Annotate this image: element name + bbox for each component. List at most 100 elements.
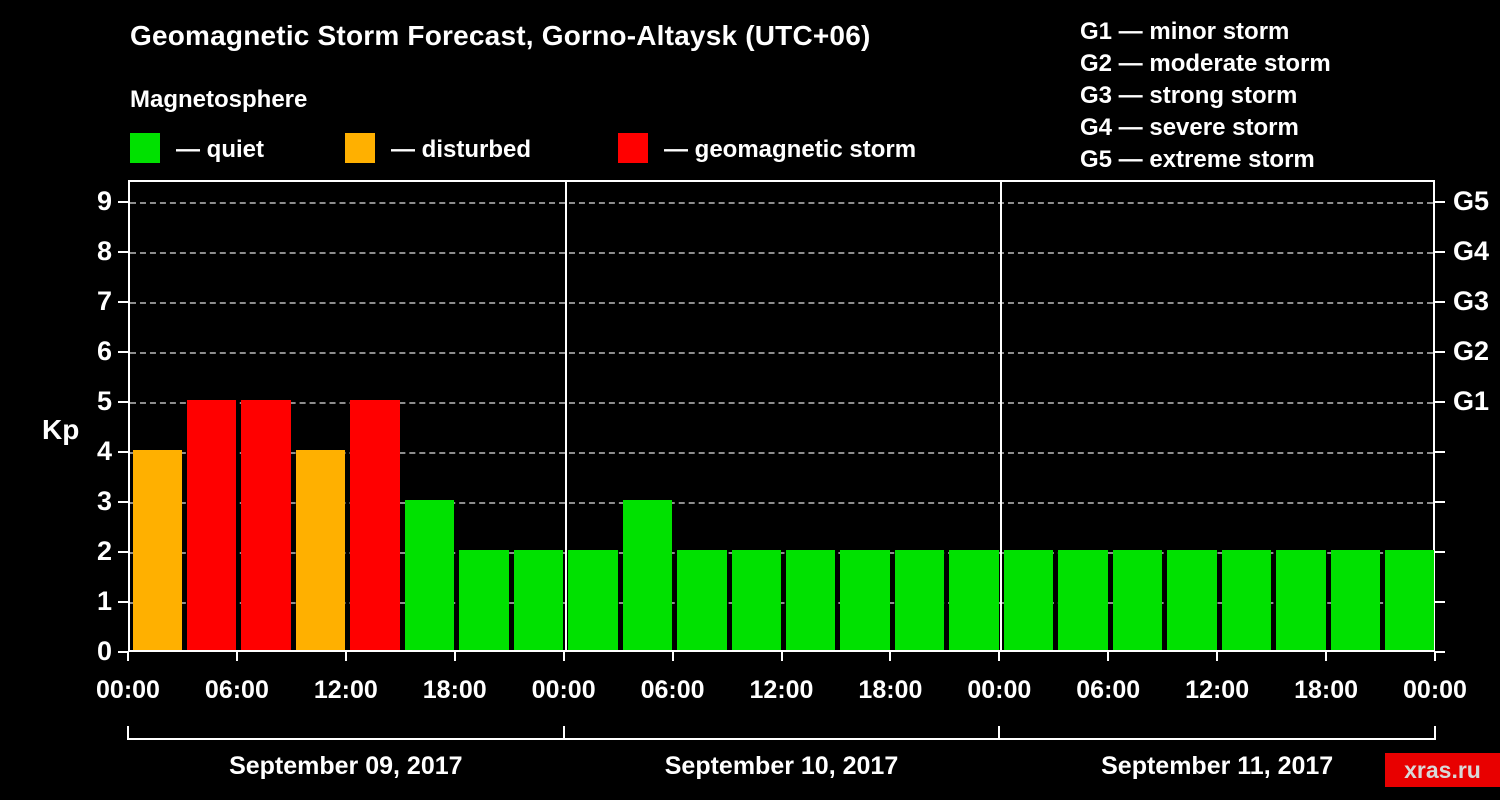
storm-swatch <box>618 133 648 163</box>
x-axis-label: 18:00 <box>422 676 487 704</box>
y-axis-label: 6 <box>96 336 112 366</box>
y-tick-left <box>118 351 128 353</box>
storm-label: — geomagnetic storm <box>664 136 917 163</box>
date-label: September 11, 2017 <box>1101 752 1334 780</box>
y-axis-label: 3 <box>96 486 112 516</box>
y-axis-label: 2 <box>96 536 112 566</box>
x-tick <box>1216 652 1219 661</box>
g-legend-item: G4 — severe storm <box>1080 114 1299 141</box>
x-tick <box>1434 652 1436 661</box>
quiet-label: — quiet <box>176 136 264 163</box>
g-legend-item: G5 — extreme storm <box>1080 146 1315 173</box>
gridline-kp5 <box>130 402 1433 404</box>
kp-bar <box>404 500 455 650</box>
g-legend-item: G3 — strong storm <box>1080 82 1298 109</box>
y-axis-label: 5 <box>96 386 112 416</box>
kp-bar <box>568 550 618 650</box>
y-axis-label: 8 <box>96 236 112 266</box>
y-tick-right <box>1435 601 1445 603</box>
quiet-swatch <box>130 133 160 163</box>
x-tick <box>453 652 456 661</box>
x-axis-label: 00:00 <box>531 676 596 704</box>
x-tick <box>235 652 238 661</box>
disturbed-label: — disturbed <box>391 136 532 163</box>
g-axis-label: G2 <box>1453 336 1490 366</box>
kp-bar <box>1221 550 1272 650</box>
date-tick <box>1434 726 1436 740</box>
g-scale-legend: G1 — minor storm G2 — moderate storm G3 — … <box>1080 16 1331 176</box>
x-axis-label: 12:00 <box>313 676 378 704</box>
y-tick-left <box>118 551 128 553</box>
date-axis-line <box>128 738 1435 740</box>
kp-bar <box>1003 550 1054 650</box>
x-axis-label: 12:00 <box>749 676 814 704</box>
kp-bar <box>1385 550 1435 650</box>
kp-bar <box>1167 550 1217 650</box>
plot-area <box>128 180 1435 652</box>
y-tick-left <box>118 401 128 403</box>
y-tick-right <box>1435 551 1445 553</box>
y-tick-right <box>1435 301 1445 303</box>
kp-bar <box>677 550 727 650</box>
g-axis-label: G5 <box>1453 186 1490 216</box>
gridline-kp7 <box>130 302 1433 304</box>
x-axis-label: 06:00 <box>1076 676 1141 704</box>
x-axis-label: 18:00 <box>1294 676 1359 704</box>
kp-bar <box>241 400 291 650</box>
g-axis-label: G1 <box>1453 386 1490 416</box>
y-tick-right <box>1435 251 1445 253</box>
kp-bar <box>731 550 781 650</box>
y-tick-right <box>1435 651 1445 653</box>
kp-bar <box>1058 550 1108 650</box>
kp-bar <box>513 550 564 650</box>
gridline-kp3 <box>130 502 1433 504</box>
kp-bar <box>132 450 182 650</box>
x-tick <box>127 652 129 661</box>
kp-bar <box>1330 550 1381 650</box>
x-axis-label: 18:00 <box>858 676 923 704</box>
date-tick <box>998 726 1001 740</box>
g-legend-item: G1 — minor storm <box>1080 18 1290 45</box>
x-tick <box>671 652 674 661</box>
date-label: September 10, 2017 <box>664 752 899 780</box>
gridline-kp4 <box>130 452 1433 454</box>
kp-bar <box>459 550 509 650</box>
gridline-kp2 <box>130 552 1433 554</box>
chart-title: Geomagnetic Storm Forecast, Gorno-Altays… <box>130 20 871 51</box>
x-tick <box>998 652 1001 661</box>
x-axis-label: 06:00 <box>204 676 269 704</box>
magnetosphere-label: Magnetosphere <box>130 86 308 113</box>
y-tick-right <box>1435 501 1445 503</box>
day-separator <box>1000 182 1003 650</box>
kp-axis-title: Kp <box>42 414 80 445</box>
day-separator <box>564 182 567 650</box>
gridline-kp8 <box>130 252 1433 254</box>
x-tick <box>344 652 347 661</box>
gridline-kp1 <box>130 602 1433 604</box>
x-axis-label: 12:00 <box>1185 676 1250 704</box>
g-legend-item: G2 — moderate storm <box>1080 50 1331 77</box>
y-axis-label: 4 <box>96 436 112 466</box>
g-axis-label: G3 <box>1453 286 1490 316</box>
y-tick-left <box>118 301 128 303</box>
kp-bar <box>186 400 237 650</box>
kp-bar <box>295 450 346 650</box>
kp-bar <box>786 550 836 650</box>
y-axis-label: 7 <box>96 286 112 316</box>
y-tick-right <box>1435 201 1445 203</box>
kp-bar <box>949 550 999 650</box>
x-tick <box>1107 652 1110 661</box>
kp-bar <box>622 500 673 650</box>
y-tick-left <box>118 601 128 603</box>
x-tick <box>562 652 565 661</box>
x-tick <box>889 652 892 661</box>
gridline-kp6 <box>130 352 1433 354</box>
date-tick <box>127 726 129 740</box>
y-tick-left <box>118 501 128 503</box>
gridline-kp9 <box>130 202 1433 204</box>
x-axis-label: 06:00 <box>640 676 705 704</box>
y-axis-label: 0 <box>96 636 112 666</box>
y-tick-left <box>118 451 128 453</box>
g-axis-label: G4 <box>1453 236 1490 266</box>
